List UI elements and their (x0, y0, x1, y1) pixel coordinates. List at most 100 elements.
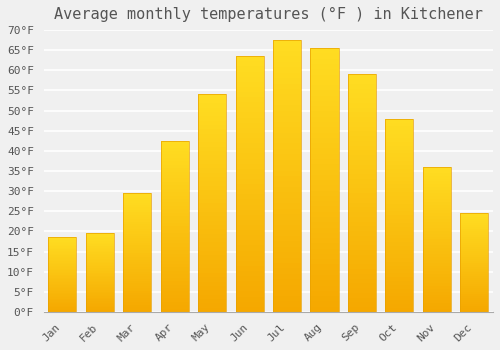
Bar (348, 255, 376, 260)
Bar (273, 133, 301, 138)
Bar (48, 251, 76, 252)
Bar (348, 198, 376, 203)
Bar (348, 74, 376, 312)
Bar (198, 164, 226, 168)
Bar (386, 204, 413, 208)
Bar (48, 269, 76, 270)
Bar (86, 306, 114, 307)
Bar (386, 246, 413, 250)
Bar (86, 310, 114, 312)
Bar (198, 216, 226, 221)
Bar (48, 260, 76, 261)
Bar (86, 271, 114, 273)
Bar (348, 260, 376, 265)
Bar (198, 308, 226, 312)
Bar (386, 227, 413, 231)
Bar (423, 239, 451, 242)
Bar (48, 242, 76, 243)
Bar (123, 193, 152, 312)
Bar (48, 310, 76, 312)
Bar (160, 206, 189, 209)
Bar (460, 241, 488, 243)
Bar (86, 262, 114, 263)
Bar (48, 256, 76, 257)
Bar (123, 298, 152, 300)
Bar (386, 308, 413, 312)
Bar (460, 262, 488, 265)
Bar (310, 296, 338, 301)
Bar (198, 238, 226, 242)
Bar (48, 289, 76, 291)
Bar (386, 231, 413, 234)
Bar (310, 259, 338, 265)
Bar (236, 169, 264, 174)
Bar (310, 138, 338, 143)
Bar (273, 258, 301, 263)
Bar (123, 265, 152, 267)
Bar (236, 61, 264, 66)
Bar (198, 208, 226, 212)
Bar (423, 216, 451, 219)
Bar (348, 222, 376, 226)
Bar (160, 182, 189, 185)
Bar (123, 276, 152, 279)
Bar (198, 186, 226, 190)
Bar (236, 261, 264, 266)
Bar (123, 215, 152, 217)
Bar (273, 138, 301, 144)
Bar (86, 257, 114, 259)
Bar (423, 286, 451, 289)
Bar (86, 233, 114, 235)
Bar (123, 286, 152, 288)
Bar (48, 261, 76, 263)
Bar (423, 173, 451, 176)
Bar (273, 40, 301, 312)
Bar (310, 85, 338, 90)
Bar (273, 230, 301, 236)
Bar (386, 250, 413, 254)
Bar (48, 287, 76, 288)
Bar (86, 279, 114, 281)
Bar (160, 202, 189, 206)
Bar (160, 219, 189, 223)
Bar (48, 301, 76, 303)
Bar (160, 302, 189, 305)
Bar (310, 180, 338, 186)
Bar (310, 112, 338, 117)
Bar (310, 217, 338, 222)
Bar (386, 238, 413, 242)
Bar (86, 238, 114, 240)
Bar (310, 169, 338, 175)
Bar (386, 281, 413, 285)
Bar (86, 235, 114, 237)
Bar (386, 262, 413, 266)
Title: Average monthly temperatures (°F ) in Kitchener: Average monthly temperatures (°F ) in Ki… (54, 7, 483, 22)
Bar (273, 40, 301, 46)
Bar (460, 249, 488, 251)
Bar (310, 265, 338, 270)
Bar (348, 164, 376, 169)
Bar (386, 169, 413, 173)
Bar (160, 288, 189, 292)
Bar (123, 198, 152, 200)
Bar (310, 301, 338, 307)
Bar (160, 308, 189, 312)
Bar (236, 307, 264, 312)
Bar (86, 307, 114, 309)
Bar (236, 245, 264, 251)
Bar (386, 181, 413, 184)
Bar (273, 94, 301, 100)
Bar (310, 307, 338, 312)
Bar (310, 148, 338, 154)
Bar (273, 301, 301, 307)
Bar (86, 278, 114, 279)
Bar (48, 278, 76, 279)
Bar (198, 303, 226, 308)
Bar (123, 262, 152, 265)
Bar (460, 271, 488, 273)
Bar (160, 209, 189, 213)
Bar (236, 102, 264, 107)
Bar (236, 296, 264, 302)
Bar (386, 293, 413, 296)
Bar (348, 302, 376, 307)
